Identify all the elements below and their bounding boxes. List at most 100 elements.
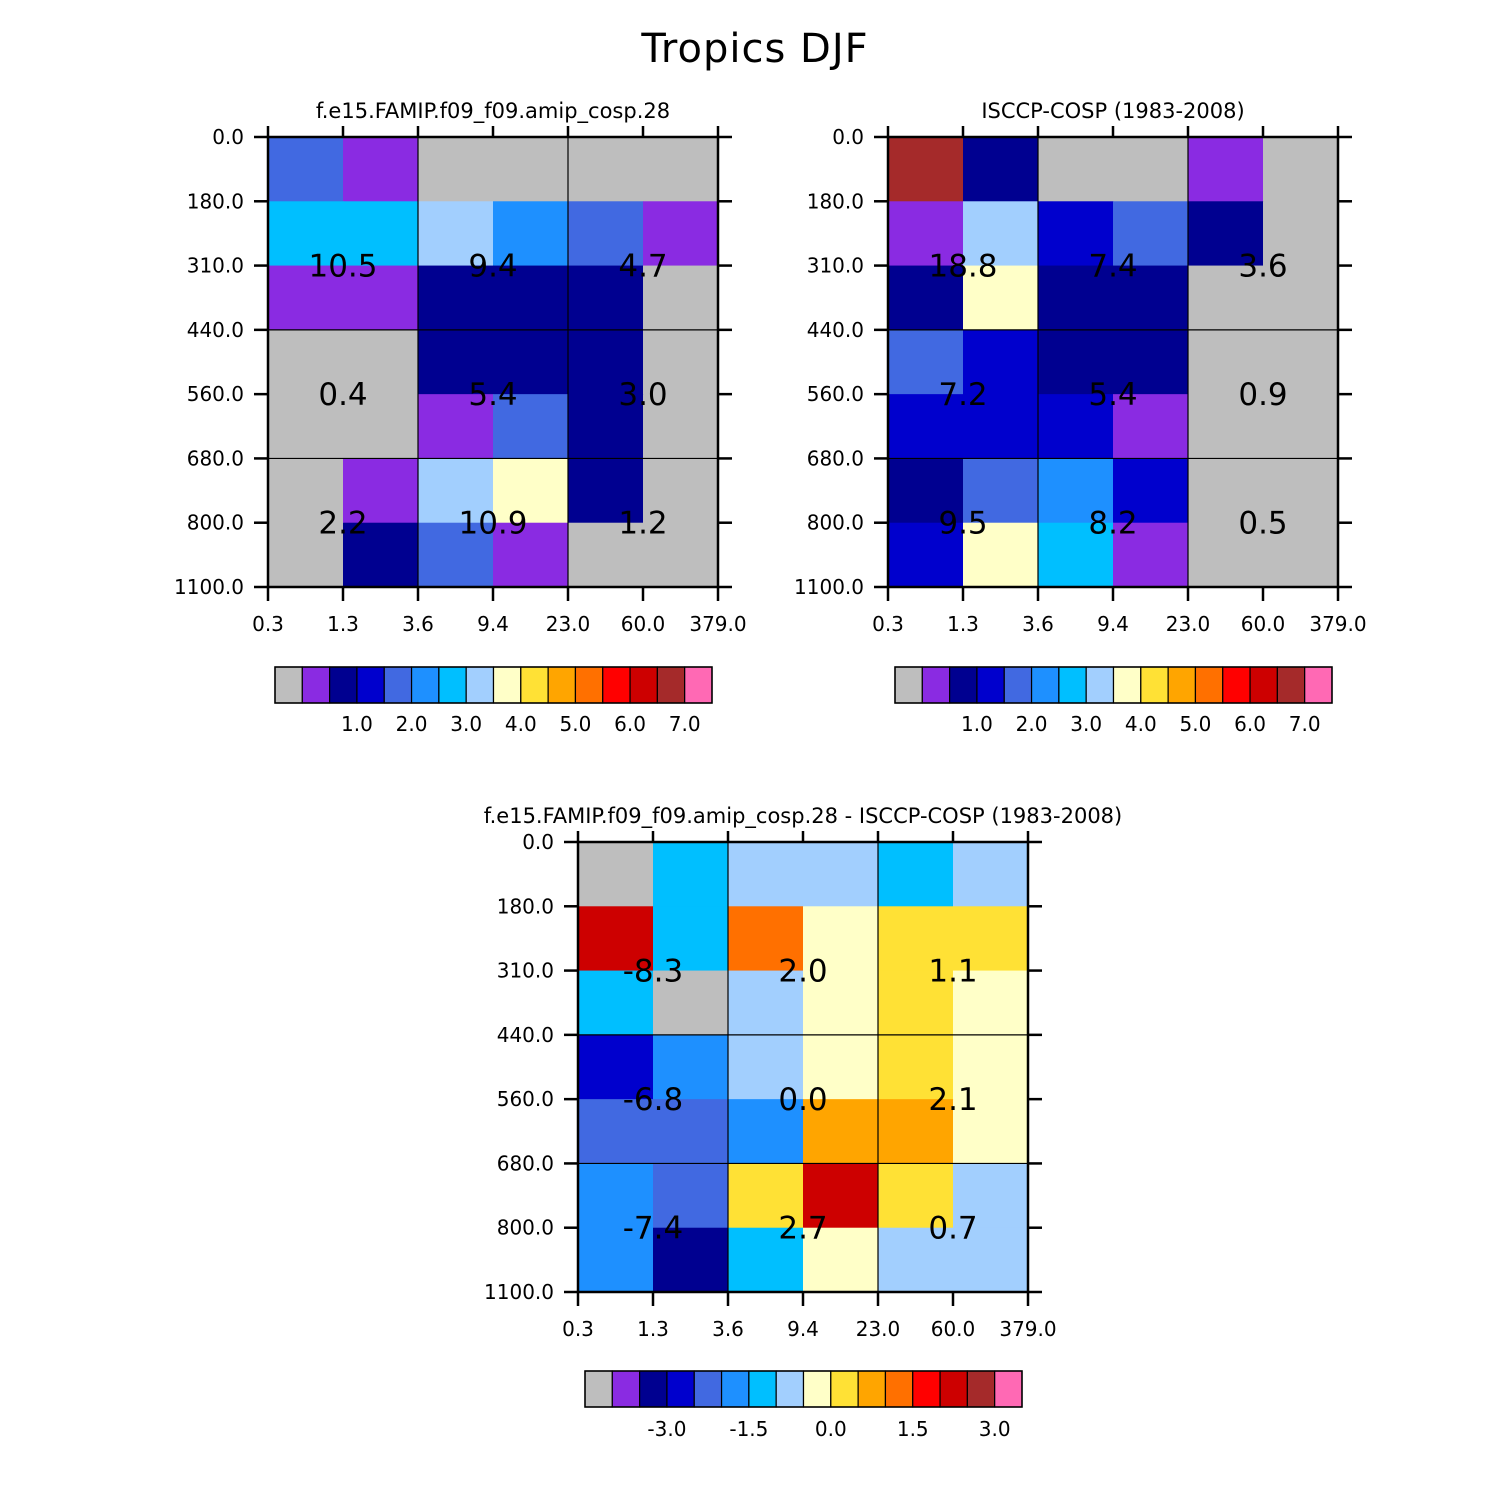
heatmap-cell (963, 265, 1039, 331)
y-tick-label: 560.0 (187, 382, 244, 406)
colorbar-label: 6.0 (614, 712, 646, 736)
box-value-label: 2.1 (928, 1082, 977, 1118)
heatmap-cell (268, 137, 344, 202)
heatmap-cell (268, 394, 344, 459)
heatmap-cell (953, 1034, 1029, 1100)
colorbar-swatch (939, 1370, 968, 1408)
colorbar-label: 1.5 (897, 1417, 929, 1441)
colorbar-swatch (465, 666, 495, 704)
heatmap-cell (803, 1227, 879, 1293)
colorbar-frame (584, 1370, 1023, 1408)
heatmap-cell (1113, 137, 1189, 202)
box-value-label: 3.0 (618, 377, 667, 413)
colorbar-label: 3.0 (450, 712, 482, 736)
colorbar-label: -1.5 (729, 1417, 768, 1441)
colorbar-label: -3.0 (647, 1417, 686, 1441)
heatmap-cell (268, 522, 344, 588)
heatmap-cell (803, 1099, 879, 1164)
panel-diff: f.e15.FAMIP.f09_f09.amip_cosp.28 - ISCCP… (484, 804, 1122, 1441)
heatmap-cell (1263, 458, 1339, 524)
heatmap-cell (878, 906, 954, 972)
colorbar-swatch (611, 1370, 641, 1408)
box-value-label: 18.8 (928, 249, 997, 285)
heatmap-cell (343, 137, 419, 202)
heatmap-cell (653, 906, 729, 972)
panel-title: f.e15.FAMIP.f09_f09.amip_cosp.28 (316, 99, 670, 124)
box-value-label: 2.2 (318, 506, 367, 542)
colorbar-swatch (1249, 666, 1278, 704)
colorbar-label: 2.0 (1016, 712, 1048, 736)
x-tick-label: 379.0 (999, 1317, 1056, 1341)
box-value-label: 0.7 (928, 1211, 977, 1247)
heatmap-cell (643, 394, 719, 459)
x-tick-label: 60.0 (1241, 612, 1286, 636)
y-tick-label: 0.0 (832, 125, 864, 149)
x-tick-label: 0.3 (562, 1317, 594, 1341)
colorbar-swatch (884, 1370, 914, 1408)
heatmap-cell (493, 329, 569, 395)
colorbar-swatch (802, 1370, 832, 1408)
x-tick-label: 23.0 (856, 1317, 901, 1341)
box-value-label: 0.9 (1238, 377, 1287, 413)
colorbar-swatch (1194, 666, 1224, 704)
y-tick-label: 680.0 (807, 446, 864, 470)
heatmap-cell (653, 1227, 729, 1293)
colorbar-swatch (1085, 666, 1115, 704)
y-tick-label: 800.0 (497, 1216, 554, 1240)
heatmap-cell (493, 137, 569, 202)
x-tick-label: 3.6 (712, 1317, 744, 1341)
heatmap-cell (953, 906, 1029, 972)
heatmap-cell (578, 1163, 654, 1229)
heatmap-cell (953, 970, 1029, 1036)
colorbar-swatch (693, 1370, 723, 1408)
colorbar-label: 4.0 (505, 712, 537, 736)
heatmap-cell (1113, 329, 1189, 395)
box-value-label: 0.4 (318, 377, 367, 413)
box-value-label: 2.7 (778, 1211, 827, 1247)
x-tick-label: 23.0 (546, 612, 591, 636)
heatmap-cell (1263, 201, 1339, 267)
heatmap-cell (878, 1099, 954, 1164)
heatmap-cell (963, 137, 1039, 202)
heatmap-cell (953, 842, 1029, 907)
y-tick-label: 800.0 (187, 511, 244, 535)
box-value-label: 0.5 (1238, 506, 1287, 542)
heatmap-cell (653, 842, 729, 907)
colorbar-swatch (438, 666, 467, 704)
heatmap-cell (728, 1227, 804, 1293)
colorbar-swatch (1276, 666, 1306, 704)
y-tick-label: 180.0 (807, 189, 864, 213)
box-value-label: 2.0 (778, 954, 827, 990)
colorbar-swatch (383, 666, 413, 704)
colorbar-swatch (492, 666, 522, 704)
colorbar-frame (894, 666, 1333, 704)
box-value-label: 7.2 (938, 377, 987, 413)
heatmap-cell (1188, 394, 1264, 459)
colorbar-label: 6.0 (1234, 712, 1266, 736)
colorbar-label: 7.0 (1289, 712, 1321, 736)
x-tick-label: 0.3 (872, 612, 904, 636)
heatmap-cell (728, 1163, 804, 1229)
heatmap-cell (1188, 458, 1264, 524)
colorbar-swatch (1058, 666, 1087, 704)
heatmap-cell (1038, 329, 1114, 395)
y-tick-label: 180.0 (187, 189, 244, 213)
colorbar-label: 3.0 (1070, 712, 1102, 736)
heatmap-cell (343, 201, 419, 267)
heatmap-cell (963, 329, 1039, 395)
colorbar-swatch (748, 1370, 777, 1408)
heatmap-cell (1263, 265, 1339, 331)
x-tick-label: 379.0 (689, 612, 746, 636)
heatmap-cell (888, 522, 964, 588)
heatmap-cell (1188, 137, 1264, 202)
heatmap-cell (643, 458, 719, 524)
colorbar-swatch (639, 1370, 668, 1408)
heatmap-cell (268, 201, 344, 267)
heatmap-cell (888, 201, 964, 267)
heatmap-cell (728, 1099, 804, 1164)
heatmap-cell (963, 394, 1039, 459)
box-value-label: 9.5 (938, 506, 987, 542)
heatmap-cell (1038, 265, 1114, 331)
y-tick-label: 440.0 (497, 1023, 554, 1047)
x-tick-label: 60.0 (931, 1317, 976, 1341)
